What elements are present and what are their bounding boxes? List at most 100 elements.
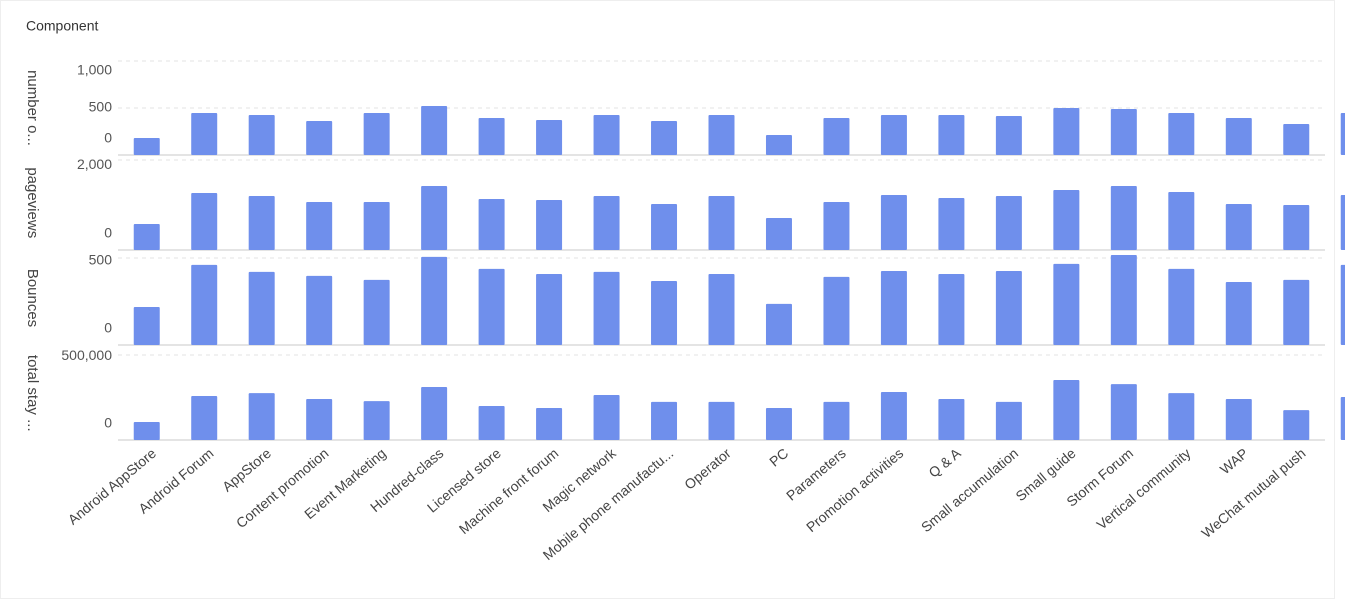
bar (880, 114, 907, 155)
bar (191, 192, 218, 250)
bar (248, 271, 275, 345)
y-tick-label: 2,000 (77, 156, 112, 172)
bar (133, 421, 160, 440)
y-tick-label: 1,000 (77, 62, 112, 78)
bar (1168, 191, 1195, 250)
y-tick-label: 500,000 (61, 347, 112, 363)
bar (1283, 410, 1310, 440)
bar (478, 268, 505, 345)
y-tick-label: 0 (104, 415, 112, 431)
bar (191, 112, 218, 155)
bar (1225, 281, 1252, 345)
bar (651, 401, 678, 440)
bar (995, 196, 1022, 250)
bar (765, 134, 792, 155)
y-tick-label: 0 (104, 225, 112, 241)
bar (765, 303, 792, 345)
bar (133, 223, 160, 250)
bar (1225, 204, 1252, 250)
bar (593, 196, 620, 250)
bar (823, 117, 850, 155)
bar (536, 273, 563, 345)
bar (306, 120, 333, 155)
bar (765, 218, 792, 250)
bar (823, 201, 850, 250)
bar (1110, 255, 1137, 345)
bar (593, 114, 620, 155)
bar (421, 186, 448, 250)
bar (708, 401, 735, 440)
bar (1283, 123, 1310, 155)
bar (536, 120, 563, 155)
bar (421, 256, 448, 345)
y-tick-label: 500 (89, 99, 113, 115)
bar (248, 393, 275, 440)
bar (1053, 263, 1080, 345)
bar (708, 114, 735, 155)
y-axis-title: number o... (24, 70, 41, 146)
y-tick-label: 0 (104, 320, 112, 336)
bar (823, 276, 850, 345)
bar (191, 264, 218, 345)
bar (1283, 205, 1310, 250)
bar (536, 408, 563, 440)
bar (1168, 112, 1195, 155)
bar (651, 204, 678, 250)
bar (363, 279, 390, 345)
bar (1053, 190, 1080, 250)
bar (880, 195, 907, 250)
bar (708, 273, 735, 345)
bar (1283, 279, 1310, 345)
bar (1110, 186, 1137, 250)
y-axis-title: pageviews (24, 167, 41, 238)
bar (1168, 268, 1195, 345)
bar (536, 200, 563, 250)
bar (1053, 108, 1080, 155)
y-tick-label: 0 (104, 130, 112, 146)
bar (995, 115, 1022, 155)
chart-title: Component (26, 18, 98, 34)
bar (1340, 112, 1345, 155)
bar (1053, 379, 1080, 440)
bar (765, 408, 792, 440)
bar (1110, 109, 1137, 155)
bar (133, 137, 160, 155)
bar (1110, 384, 1137, 440)
bar (478, 117, 505, 155)
bar (191, 395, 218, 440)
bar (880, 392, 907, 440)
bar (421, 106, 448, 155)
bar (938, 399, 965, 440)
bar (593, 394, 620, 440)
bar (651, 120, 678, 155)
bar (363, 201, 390, 250)
bar (248, 114, 275, 155)
bar (1340, 195, 1345, 250)
bar (880, 271, 907, 345)
bar (306, 275, 333, 345)
bar (133, 307, 160, 345)
bar (478, 199, 505, 250)
bar (421, 386, 448, 440)
y-axis-title: total stay ... (24, 355, 41, 432)
y-axis-title: Bounces (24, 269, 41, 327)
bar (995, 401, 1022, 440)
bar (708, 196, 735, 250)
bar (363, 401, 390, 440)
bar (651, 280, 678, 345)
bar (1225, 117, 1252, 155)
bar (995, 271, 1022, 345)
bar (1168, 393, 1195, 440)
bar (306, 399, 333, 440)
bar (593, 271, 620, 345)
bar (248, 196, 275, 250)
bar (306, 201, 333, 250)
bar (823, 401, 850, 440)
bar (1225, 399, 1252, 440)
bar (938, 114, 965, 155)
bar (363, 112, 390, 155)
bar (478, 406, 505, 440)
bar (1340, 396, 1345, 440)
y-tick-label: 500 (89, 252, 113, 268)
